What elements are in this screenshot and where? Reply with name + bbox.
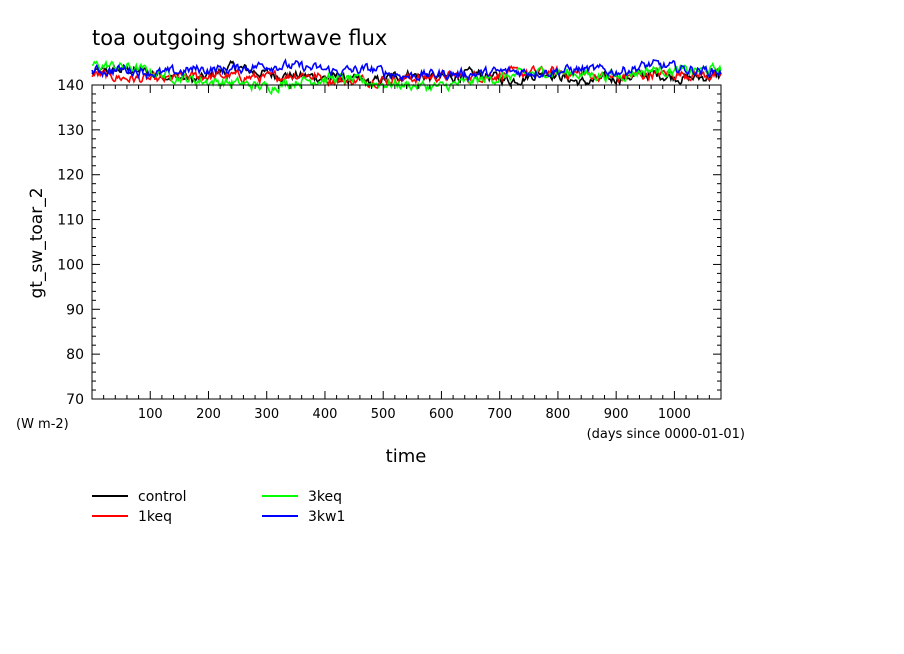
y-axis-label: gt_sw_toar_2 [27,187,47,298]
y-tick-label: 90 [66,302,84,318]
x-tick-label: 600 [429,407,454,422]
y-tick-label: 80 [66,347,84,363]
y-tick-label: 100 [57,257,84,273]
y-tick-label: 130 [57,123,84,139]
plot-frame [91,84,722,400]
series-line-3keq [91,59,722,96]
x-axis-ticks: 100 200 300 400 500 600 700 800 900 1000 [103,85,710,422]
y-tick-label: 140 [57,78,84,94]
x-tick-label: 1000 [658,407,691,422]
y-axis-units: (W m-2) [16,417,69,432]
series-line-3kw1 [91,58,722,83]
x-tick-label: 900 [604,407,629,422]
x-axis-label: time [386,446,427,467]
chart-title: toa outgoing shortwave flux [92,26,387,50]
x-tick-label: 300 [254,407,279,422]
x-tick-label: 100 [138,407,163,422]
legend: control 1keq 3keq 3kw1 [92,489,345,525]
legend-label-control: control [138,489,187,505]
legend-label-1keq: 1keq [138,509,172,525]
legend-label-3kw1: 3kw1 [308,509,345,525]
series-layer [91,58,722,96]
x-tick-label: 800 [546,407,571,422]
x-tick-label: 500 [371,407,396,422]
y-tick-label: 120 [57,168,84,184]
x-tick-label: 200 [196,407,221,422]
legend-label-3keq: 3keq [308,489,342,505]
y-axis-ticks: 70 80 90 100 110 120 130 140 [57,78,721,408]
y-tick-label: 70 [66,392,84,408]
x-tick-label: 700 [487,407,512,422]
x-tick-label: 400 [313,407,338,422]
x-axis-units: (days since 0000-01-01) [587,427,745,442]
y-tick-label: 110 [57,213,84,229]
